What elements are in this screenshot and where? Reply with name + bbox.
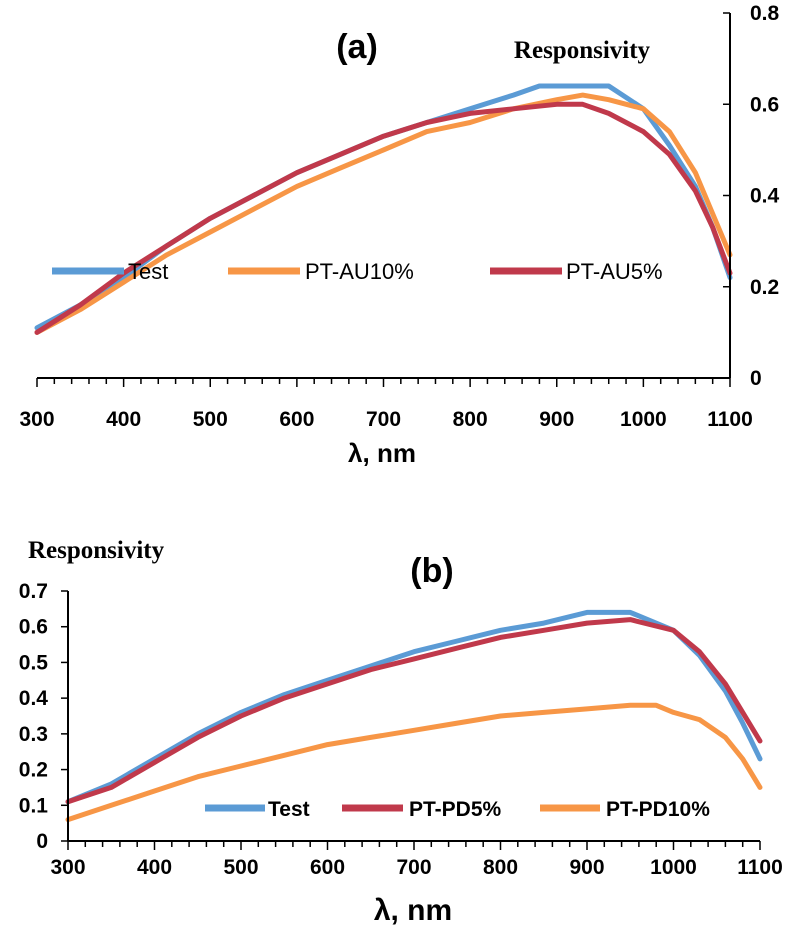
panel-a: 300 400 500 600 700 800 900 1000 1100 0 0.2 0.4 0.6 0… xyxy=(19,2,779,468)
x-tick-label-300: 300 xyxy=(19,408,54,431)
y-tick-label-0-5: 0.5 xyxy=(19,651,49,674)
legend-label-pt-pd5: PT-PD5% xyxy=(409,798,502,821)
legend-label-test: Test xyxy=(128,259,168,284)
panel-a-axes xyxy=(36,12,731,387)
x-tick-label-1100: 1100 xyxy=(737,856,783,879)
y-tick-label-0-2: 0.2 xyxy=(750,276,779,299)
panel-b-y-axis-title: Responsivity xyxy=(28,537,165,564)
y-tick-label-0-4: 0.4 xyxy=(750,185,780,208)
panel-b-x-axis-title: λ, nm xyxy=(374,894,452,927)
x-tick-label-500: 500 xyxy=(193,408,228,431)
x-tick-label-700: 700 xyxy=(396,856,431,879)
series-line-pt-au10 xyxy=(34,92,733,335)
x-tick-label-800: 800 xyxy=(453,408,488,431)
panel-a-legend: Test PT-AU10% PT-AU5% xyxy=(52,259,663,284)
panel-b-series xyxy=(65,609,763,823)
panel-a-series xyxy=(34,83,733,335)
y-tick-label-0-2: 0.2 xyxy=(19,759,48,782)
y-tick-label-0-3: 0.3 xyxy=(19,723,48,746)
x-tick-label-600: 600 xyxy=(279,408,314,431)
y-tick-label-0: 0 xyxy=(36,830,48,853)
legend-label-pt-pd10: PT-PD10% xyxy=(606,798,710,821)
x-tick-label-900: 900 xyxy=(539,408,574,431)
panel-b-label: (b) xyxy=(410,552,453,590)
series-line-pt-pd5 xyxy=(65,617,763,805)
y-tick-label-0-4: 0.4 xyxy=(19,687,49,710)
panel-a-tick-labels: 300 400 500 600 700 800 900 1000 1100 0 0.2 0.4 0.6 0… xyxy=(19,2,779,431)
x-tick-label-800: 800 xyxy=(483,856,518,879)
x-tick-label-600: 600 xyxy=(310,856,345,879)
y-tick-label-0-6: 0.6 xyxy=(750,93,779,116)
series-line-pt-au5 xyxy=(34,101,733,335)
y-tick-label-0-6: 0.6 xyxy=(19,616,48,639)
panel-b-axes xyxy=(61,590,761,850)
x-tick-label-1000: 1000 xyxy=(620,408,667,431)
legend-label-pt-au5: PT-AU5% xyxy=(566,259,663,284)
y-tick-label-0-1: 0.1 xyxy=(19,794,49,817)
x-tick-label-500: 500 xyxy=(223,856,258,879)
panel-b-legend: Test PT-PD5% PT-PD10% xyxy=(205,798,710,821)
x-tick-label-900: 900 xyxy=(569,856,604,879)
series-line-pt-pd10 xyxy=(65,702,763,823)
legend-label-pt-au10: PT-AU10% xyxy=(305,259,414,284)
panel-a-label: (a) xyxy=(336,28,378,66)
y-tick-label-0-8: 0.8 xyxy=(750,2,780,25)
x-tick-label-400: 400 xyxy=(137,856,172,879)
panel-b-tick-labels: 300 400 500 600 700 800 900 1000 1100 0 0.1 0.2 0.3 0… xyxy=(19,580,783,879)
legend-label-test: Test xyxy=(268,798,310,821)
y-tick-label-0: 0 xyxy=(750,367,762,390)
panel-b: 300 400 500 600 700 800 900 1000 1100 0 0.1 0.2 0.3 0… xyxy=(19,537,783,927)
x-tick-label-400: 400 xyxy=(106,408,141,431)
panel-a-x-axis-title: λ, nm xyxy=(348,438,416,468)
x-tick-label-700: 700 xyxy=(366,408,401,431)
panel-a-y-axis-title: Responsivity xyxy=(514,37,651,64)
x-tick-label-1000: 1000 xyxy=(650,856,697,879)
x-tick-label-1100: 1100 xyxy=(707,408,753,431)
y-tick-label-0-7: 0.7 xyxy=(19,580,48,603)
x-tick-label-300: 300 xyxy=(50,856,85,879)
